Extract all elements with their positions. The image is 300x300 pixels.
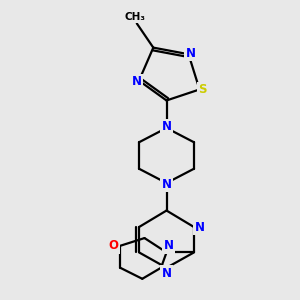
Text: N: N (164, 239, 174, 252)
Text: N: N (132, 75, 142, 88)
Text: N: N (161, 178, 172, 190)
Text: N: N (186, 46, 196, 60)
Text: N: N (194, 220, 205, 234)
Text: S: S (199, 83, 207, 96)
Text: N: N (161, 120, 172, 134)
Text: O: O (109, 239, 119, 252)
Text: CH₃: CH₃ (124, 12, 145, 22)
Text: N: N (161, 267, 172, 280)
